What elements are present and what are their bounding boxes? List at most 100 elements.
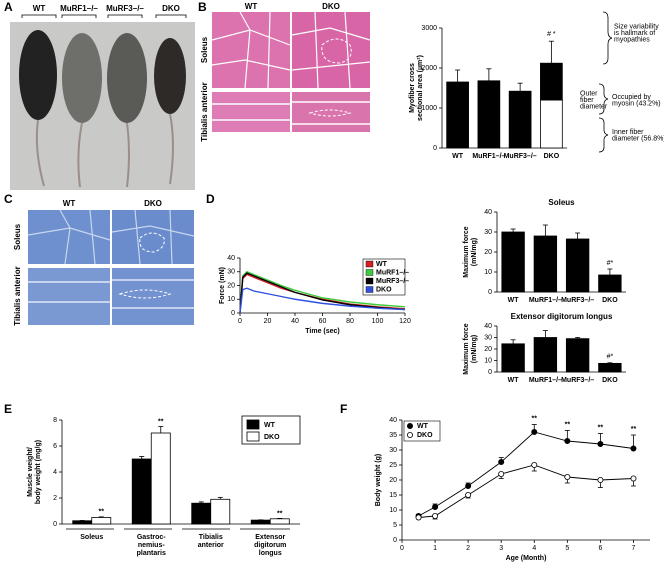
annotation: ** xyxy=(277,510,283,517)
y-tick-label: 0 xyxy=(433,145,437,152)
marker xyxy=(465,482,472,489)
marker xyxy=(564,473,571,480)
marker xyxy=(465,491,472,498)
x-tick-label: MuRF3–/– xyxy=(561,377,594,384)
y-axis-label: Body weight (g) xyxy=(375,454,382,507)
mouse-photo xyxy=(10,22,195,190)
legend-marker xyxy=(406,422,413,429)
text-line: (mN/mg) xyxy=(471,335,478,363)
y-tick-label: 0 xyxy=(53,521,57,528)
y-tick-label: 20 xyxy=(484,249,492,256)
row-label: Soleus xyxy=(200,36,209,63)
text-line: Inner fiber xyxy=(612,129,644,136)
x-tick-label: 0 xyxy=(238,318,242,325)
x-tick-label: 5 xyxy=(565,545,569,552)
legend-swatch xyxy=(365,260,374,268)
bar xyxy=(598,274,622,293)
bar xyxy=(598,362,622,373)
y-axis-label: Muscle weight/body weight (mg/g) xyxy=(27,440,42,504)
x-tick-label: DKO xyxy=(544,153,560,160)
text-line: digitorum xyxy=(254,542,286,549)
y-tick-label: 30 xyxy=(227,269,235,276)
y-tick-label: 40 xyxy=(484,323,492,330)
text-line: (mN/mg) xyxy=(471,238,478,266)
x-tick-label: MuRF1–/– xyxy=(529,297,562,304)
panel-label: A xyxy=(4,0,13,14)
text-line: anterior xyxy=(198,542,224,549)
bar xyxy=(91,517,112,525)
line xyxy=(418,464,634,518)
legend-box xyxy=(403,420,441,442)
panel-label: F xyxy=(340,402,347,416)
panel-label: E xyxy=(4,402,12,416)
y-tick-label: 40 xyxy=(484,209,492,216)
bar xyxy=(501,343,525,373)
x-tick-label: DKO xyxy=(602,377,618,384)
bar xyxy=(565,338,590,373)
x-tick-label: Tibialis anterior xyxy=(198,534,224,549)
y-tick-label: 10 xyxy=(484,357,492,364)
legend-swatch xyxy=(365,269,374,276)
text-line: Maximum force xyxy=(463,323,470,374)
a-brackets xyxy=(21,14,187,18)
legend-marker xyxy=(406,431,413,438)
text-line: body weight (mg/g) xyxy=(35,440,42,504)
mouse xyxy=(62,33,102,123)
x-tick-label: 7 xyxy=(632,545,636,552)
text-line: Gastroc- xyxy=(137,534,166,541)
text-line: Occupied by xyxy=(612,94,651,101)
x-tick-label: MuRF1–/– xyxy=(529,377,562,384)
chart-title: Extensor digitorum longus xyxy=(511,312,613,321)
row-label: Tibialis anterior xyxy=(200,82,209,141)
x-tick-label: 1 xyxy=(433,545,437,552)
y-tick-label: 30 xyxy=(484,229,492,236)
marker xyxy=(597,476,604,483)
y-tick-label: 1000 xyxy=(421,105,437,112)
bar xyxy=(150,432,171,525)
marker xyxy=(564,437,571,444)
y-tick-label: 35 xyxy=(389,432,397,439)
annotation: ** xyxy=(532,415,538,422)
text-line: fiber xyxy=(580,97,594,104)
micrograph xyxy=(292,12,370,88)
line xyxy=(418,431,634,517)
legend-swatch xyxy=(246,419,260,430)
y-tick-label: 8 xyxy=(53,417,57,424)
marker xyxy=(498,470,505,477)
annotation: Outer fiber diameter xyxy=(580,90,608,110)
x-tick-label: MuRF3–/– xyxy=(504,153,537,160)
y-tick-label: 30 xyxy=(484,334,492,341)
legend-label: WT xyxy=(376,261,388,268)
marker xyxy=(432,513,439,520)
text-line: Extensor xyxy=(255,534,285,541)
bar xyxy=(508,90,532,149)
y-axis-label: Maximum force(mN/mg) xyxy=(463,226,478,277)
legend-swatch xyxy=(246,431,260,442)
legend-label: WT xyxy=(417,423,429,430)
x-tick-label: 2 xyxy=(466,545,470,552)
text-line: diameter xyxy=(580,103,608,110)
y-tick-label: 0 xyxy=(488,369,492,376)
row-label: Tibialis anterior xyxy=(13,266,22,325)
column-label: WT xyxy=(245,2,258,11)
x-tick-label: 4 xyxy=(532,545,536,552)
annotation: Occupied by myosin (43.2%) xyxy=(612,94,661,108)
text-line: sectional area (µm²) xyxy=(417,55,424,121)
y-tick-label: 40 xyxy=(389,417,397,424)
y-tick-label: 0 xyxy=(393,537,397,544)
x-axis-label: Time (sec) xyxy=(305,328,340,335)
x-axis-label: Age (Month) xyxy=(506,555,547,562)
y-axis-label: Maximum force(mN/mg) xyxy=(463,323,478,374)
annotation: Size variability is hallmark of myopathies xyxy=(614,23,659,43)
annotation: ** xyxy=(565,421,571,428)
x-tick-label: 0 xyxy=(400,545,404,552)
x-tick-label: WT xyxy=(452,153,464,160)
y-tick-label: 10 xyxy=(389,507,397,514)
annotation: ** xyxy=(99,509,105,516)
marker xyxy=(432,503,439,510)
text-line: Outer xyxy=(580,90,598,97)
y-tick-label: 20 xyxy=(227,282,235,289)
text-line: Myofiber cross xyxy=(409,63,416,113)
y-tick-label: 6 xyxy=(53,443,57,450)
annotation: #* xyxy=(607,260,614,267)
